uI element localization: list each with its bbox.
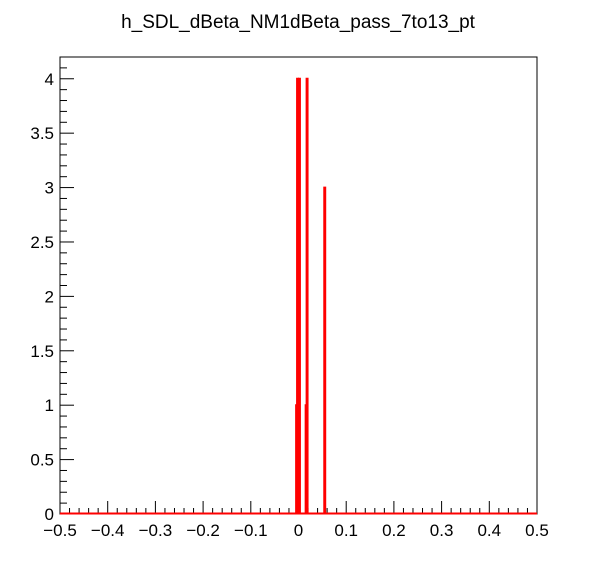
histogram-bin xyxy=(297,77,301,514)
y-tick-label: 1.5 xyxy=(30,342,54,361)
y-tick-label: 3.5 xyxy=(30,124,54,143)
y-tick-label: 2.5 xyxy=(30,233,54,252)
y-axis-ticks xyxy=(60,56,74,515)
x-tick-label: 0.3 xyxy=(430,521,454,540)
y-tick-label: 4 xyxy=(45,70,54,89)
x-tick-label: 0.4 xyxy=(477,521,501,540)
x-tick-label: −0.5 xyxy=(43,521,77,540)
x-tick-label: 0 xyxy=(294,521,303,540)
histogram-bin xyxy=(323,186,327,514)
x-tick-label: −0.1 xyxy=(234,521,268,540)
y-tick-label: 2 xyxy=(45,287,54,306)
x-axis-tick-labels: −0.5 −0.4 −0.3 −0.2 −0.1 0 0.1 0.2 0.3 0.4 0.5 xyxy=(43,521,549,540)
y-tick-label: 3 xyxy=(45,179,54,198)
x-tick-label: −0.2 xyxy=(186,521,220,540)
histogram-bins xyxy=(60,77,537,515)
y-tick-label: 1 xyxy=(45,396,54,415)
x-tick-label: 0.2 xyxy=(382,521,406,540)
x-tick-label: 0.1 xyxy=(334,521,358,540)
chart-title: h_SDL_dBeta_NM1dBeta_pass_7to13_pt xyxy=(121,12,476,33)
y-tick-label: 0.5 xyxy=(30,451,54,470)
y-tick-label: 0 xyxy=(45,505,54,524)
x-tick-label: 0.5 xyxy=(525,521,549,540)
x-tick-label: −0.4 xyxy=(91,521,125,540)
y-axis-tick-labels: 0 0.5 1 1.5 2 2.5 3 3.5 4 xyxy=(30,70,54,524)
x-tick-label: −0.3 xyxy=(139,521,173,540)
histogram-bin xyxy=(305,77,309,514)
